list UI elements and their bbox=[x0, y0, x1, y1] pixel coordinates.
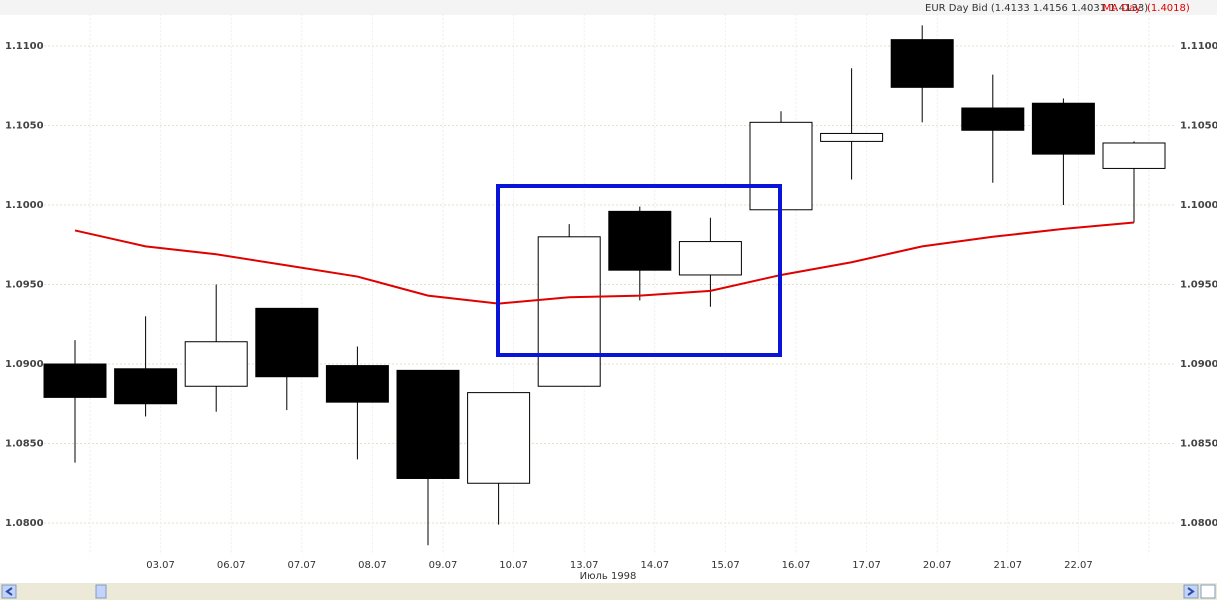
x-tick-label: 06.07 bbox=[217, 560, 246, 571]
candle-body bbox=[820, 132, 884, 142]
y-tick-label: 1.1100 bbox=[1180, 41, 1217, 52]
x-tick-label: 21.07 bbox=[993, 560, 1022, 571]
candle-body bbox=[961, 107, 1025, 131]
candle-body bbox=[1102, 142, 1166, 169]
candle-body bbox=[114, 368, 178, 405]
y-tick-label: 1.1000 bbox=[5, 200, 44, 211]
highlight-box bbox=[496, 184, 782, 357]
y-tick-label: 1.0900 bbox=[1180, 359, 1217, 370]
scroll-right-arrow bbox=[1187, 587, 1195, 596]
candle-body bbox=[467, 392, 531, 484]
y-tick-label: 1.0800 bbox=[1180, 518, 1217, 529]
y-tick-label: 1.1100 bbox=[5, 41, 44, 52]
x-axis-label: Июль 1998 bbox=[580, 571, 637, 582]
header-bar bbox=[0, 0, 1217, 15]
candle-body bbox=[537, 236, 601, 387]
candle-body bbox=[325, 365, 389, 403]
x-tick-label: 09.07 bbox=[429, 560, 458, 571]
y-tick-label: 1.1000 bbox=[1180, 200, 1217, 211]
x-tick-label: 14.07 bbox=[640, 560, 669, 571]
y-tick-label: 1.0850 bbox=[5, 439, 44, 450]
chart-title: EUR Day Bid (1.4133 1.4156 1.4031 1.4133… bbox=[925, 3, 1148, 14]
y-tick-label: 1.0950 bbox=[1180, 280, 1217, 291]
x-tick-label: 22.07 bbox=[1064, 560, 1093, 571]
x-tick-label: 08.07 bbox=[358, 560, 387, 571]
x-tick-label: 10.07 bbox=[499, 560, 528, 571]
candle-body bbox=[184, 341, 248, 387]
x-tick-label: 15.07 bbox=[711, 560, 740, 571]
scroll-right[interactable] bbox=[1183, 584, 1199, 599]
candle-body bbox=[255, 307, 319, 378]
scroll-thumb[interactable] bbox=[95, 584, 107, 599]
scroll-left-arrow bbox=[5, 587, 13, 596]
x-tick-label: 07.07 bbox=[287, 560, 316, 571]
scrollbar[interactable] bbox=[0, 583, 1217, 600]
y-tick-label: 1.0900 bbox=[5, 359, 44, 370]
y-tick-label: 1.1050 bbox=[5, 121, 44, 132]
x-tick-label: 20.07 bbox=[923, 560, 952, 571]
candle-body bbox=[43, 363, 107, 398]
ma-label: (1.4018) bbox=[1147, 3, 1190, 14]
candle-body bbox=[678, 241, 742, 276]
y-tick-label: 1.0950 bbox=[5, 280, 44, 291]
candle-body bbox=[608, 210, 672, 271]
ma-name: MA Day bbox=[1103, 3, 1141, 14]
y-tick-label: 1.0850 bbox=[1180, 439, 1217, 450]
candle-body bbox=[396, 369, 460, 479]
y-tick-label: 1.0800 bbox=[5, 518, 44, 529]
x-tick-label: 13.07 bbox=[570, 560, 599, 571]
y-tick-label: 1.1050 bbox=[1180, 121, 1217, 132]
x-tick-label: 17.07 bbox=[852, 560, 881, 571]
candle-body bbox=[1031, 102, 1095, 155]
scroll-corner[interactable] bbox=[1200, 584, 1216, 599]
x-tick-label: 16.07 bbox=[782, 560, 811, 571]
ma-line bbox=[74, 221, 1135, 305]
candle-body bbox=[890, 39, 954, 88]
scroll-left[interactable] bbox=[1, 584, 17, 599]
x-tick-label: 03.07 bbox=[146, 560, 175, 571]
